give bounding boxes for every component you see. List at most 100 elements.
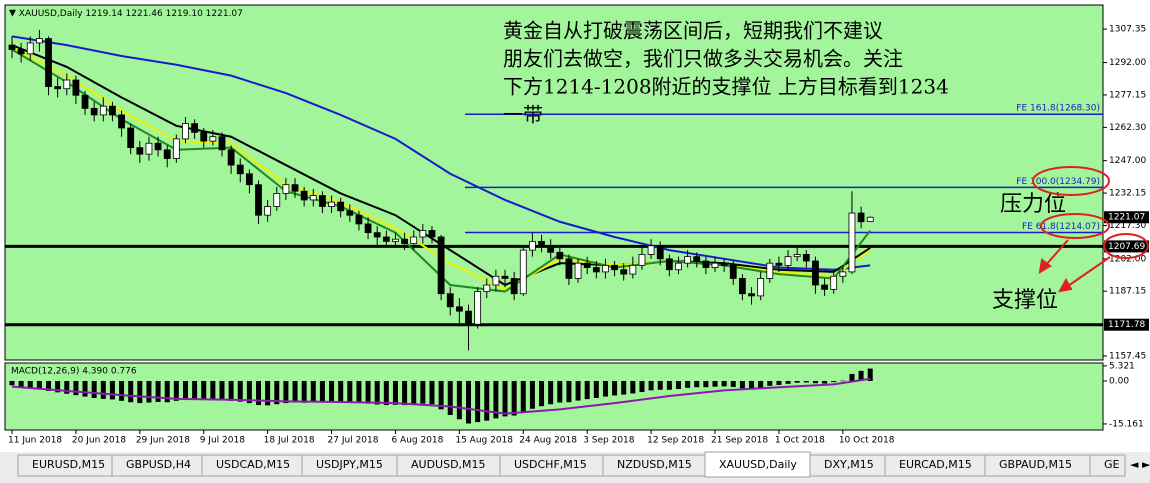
candle-body xyxy=(547,245,555,253)
y-tick-label: -15.161 xyxy=(1109,419,1144,429)
candle-body xyxy=(291,184,299,192)
x-tick-label: 10 Oct 2018 xyxy=(839,436,895,446)
tab-label[interactable]: USDCHF,M15 xyxy=(514,458,587,471)
macd-bar xyxy=(374,380,380,405)
macd-bar xyxy=(46,380,52,391)
macd-bar xyxy=(256,380,262,406)
x-tick-label: 29 Jun 2018 xyxy=(136,436,190,446)
macd-bar xyxy=(228,380,234,401)
fe-label: FE 61.8(1214.07) xyxy=(1022,222,1100,232)
candle-body xyxy=(519,249,527,295)
x-tick-label: 27 Jul 2018 xyxy=(328,436,379,446)
tabs: EURUSD,M15 GBPUSD,H4 USDCAD,M15 USDJPY,M15 A… xyxy=(17,451,1126,478)
candle-body xyxy=(81,94,89,109)
candle-body xyxy=(145,142,153,155)
y-tick-label: 1292.00 xyxy=(1109,58,1146,68)
tab-label[interactable]: AUDUSD,M15 xyxy=(411,458,486,471)
candle-body xyxy=(227,149,235,166)
macd-bar xyxy=(109,380,115,400)
macd-bar xyxy=(456,380,462,420)
macd-bar xyxy=(356,380,362,404)
macd-bar xyxy=(210,380,216,399)
macd-bar xyxy=(529,380,535,409)
tab[interactable] xyxy=(704,451,811,478)
macd-bar xyxy=(192,380,198,399)
tab-label[interactable]: EURCAD,M15 xyxy=(899,458,972,471)
candle-body xyxy=(556,251,564,260)
candle-body xyxy=(109,105,116,116)
signal-line xyxy=(11,377,871,415)
macd-header: MACD(12,26,9) 4.390 0.776 xyxy=(11,367,137,377)
macd-panel xyxy=(4,362,1104,431)
tab-label[interactable]: XAUUSD,Daily xyxy=(719,458,797,471)
candle-body xyxy=(392,238,399,242)
candle-body xyxy=(90,107,98,116)
macd-bar xyxy=(767,380,773,386)
macd-bar xyxy=(675,380,681,389)
macd-bar xyxy=(411,380,417,405)
candle-body xyxy=(154,142,162,151)
candle-body xyxy=(455,306,463,312)
candle-body xyxy=(191,123,199,133)
candle-body xyxy=(373,232,381,238)
macd-bar xyxy=(484,380,490,421)
candle-body xyxy=(656,245,664,260)
candle-body xyxy=(245,173,253,186)
macd-bar xyxy=(685,380,691,388)
macd-bar xyxy=(73,380,79,396)
candle-body xyxy=(172,138,180,159)
candle-body xyxy=(675,262,682,271)
macd-bar xyxy=(794,380,800,383)
tab[interactable] xyxy=(1089,454,1126,477)
candle-body xyxy=(401,238,408,244)
macd-bar xyxy=(840,380,846,382)
candle-body xyxy=(766,262,774,279)
tab-label[interactable]: EURUSD,M15 xyxy=(32,458,105,471)
macd-bar xyxy=(593,380,599,398)
y-tick-label: 1157.45 xyxy=(1109,351,1146,361)
tab-label[interactable]: GBPAUD,M15 xyxy=(999,458,1072,471)
macd-bar xyxy=(511,380,517,416)
macd-bar xyxy=(739,380,745,389)
tab-label[interactable]: USDCAD,M15 xyxy=(216,458,290,471)
macd-bar xyxy=(447,380,453,415)
macd-bar xyxy=(776,380,782,385)
price-label-box xyxy=(1104,240,1149,253)
candle-body xyxy=(684,256,692,264)
price-panel xyxy=(4,4,1104,361)
tab-scroll[interactable]: ◄ ► xyxy=(1130,458,1150,471)
candle-body xyxy=(127,127,135,149)
macd-bar xyxy=(164,380,170,403)
fe-label: FE 100.0(1234.79) xyxy=(1016,177,1100,187)
candle-body xyxy=(720,262,728,266)
candle-body xyxy=(857,212,865,223)
macd-bar xyxy=(173,380,179,401)
tab-label[interactable]: DXY,M15 xyxy=(824,458,874,471)
candle-body xyxy=(17,49,25,55)
candle-body xyxy=(346,210,354,216)
plot-layer: 1307.35 1292.00 1277.15 1262.30 1247.00 1232.… xyxy=(5,25,1146,446)
macd-bar xyxy=(502,380,508,417)
candle-body xyxy=(163,149,171,159)
macd-bar xyxy=(383,380,389,406)
tab-label[interactable]: GE xyxy=(1104,458,1120,471)
tab-label[interactable]: GBPUSD,H4 xyxy=(126,458,191,471)
note-line: 下方1214-1208附近的支撑位 上方目标看到1234 xyxy=(503,75,949,99)
candle-body xyxy=(364,223,372,234)
candle-body xyxy=(848,212,856,273)
x-tick-label: 11 Jun 2018 xyxy=(8,436,62,446)
candle-body xyxy=(209,136,217,142)
macd-bar xyxy=(612,380,618,396)
macd-bar xyxy=(64,380,70,394)
moving-average xyxy=(11,35,871,271)
macd-bar xyxy=(155,380,161,402)
candle-body xyxy=(775,262,783,266)
y-tick-label: 1262.30 xyxy=(1109,123,1146,133)
tab-label[interactable]: USDJPY,M15 xyxy=(316,458,383,471)
macd-bar xyxy=(27,380,33,388)
tab-label[interactable]: NZDUSD,M15 xyxy=(617,458,692,471)
y-tick-label: 1307.35 xyxy=(1109,25,1146,35)
candle-body xyxy=(355,214,363,225)
x-tick-label: 6 Aug 2018 xyxy=(391,436,443,446)
arrow-head xyxy=(1058,277,1073,293)
